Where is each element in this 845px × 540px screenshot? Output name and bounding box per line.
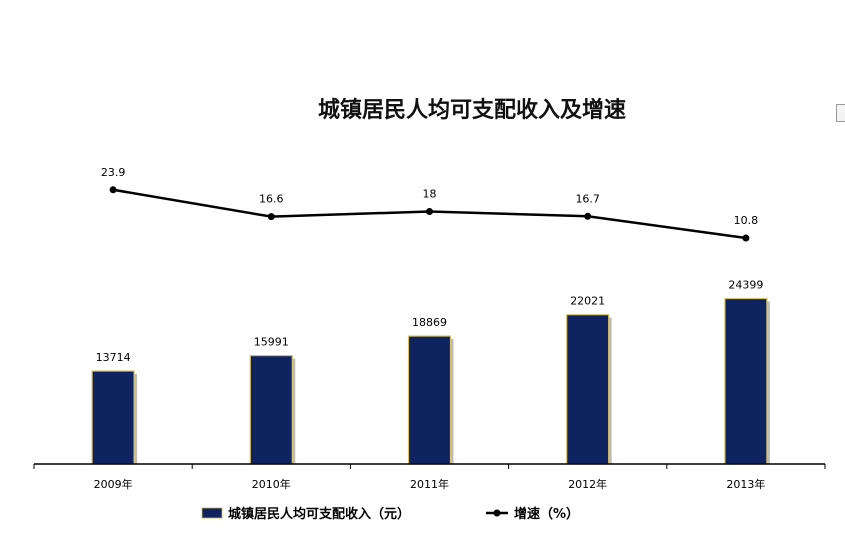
line-value-labels: 23.9 16.6 18 16.7 10.8 — [101, 166, 758, 227]
line-point — [584, 212, 592, 220]
bar-value-label: 18869 — [412, 316, 447, 329]
line-point — [426, 208, 433, 216]
legend: 城镇居民人均可支配收入（元） 增速（%） — [201, 506, 579, 522]
bar-value-labels: 13714 15991 18869 22021 24399 — [96, 279, 764, 364]
x-tick-label: 2012年 — [568, 477, 607, 491]
line-value-label: 10.8 — [734, 214, 759, 227]
legend-bar-label: 城镇居民人均可支配收入（元） — [228, 506, 410, 522]
legend-line-label: 增速（%） — [514, 506, 579, 522]
bar-series — [91, 297, 770, 465]
legend-line-marker — [493, 509, 501, 517]
bar-value-label: 22021 — [570, 295, 605, 308]
bar-value-label: 24399 — [728, 279, 763, 292]
line-value-label: 18 — [423, 188, 437, 201]
x-axis-ticks — [33, 464, 826, 469]
line-point — [742, 234, 750, 242]
x-tick-label: 2013年 — [726, 477, 765, 491]
x-tick-label: 2011年 — [410, 477, 449, 491]
bar-2009年 — [91, 370, 135, 465]
scroll-handle[interactable] — [836, 104, 845, 122]
x-tick-label: 2009年 — [94, 477, 133, 491]
line-point — [267, 213, 275, 221]
line-point — [109, 186, 117, 194]
x-tick-label: 2010年 — [252, 477, 291, 491]
bar-2011年 — [407, 335, 452, 465]
bar-2013年 — [724, 297, 768, 465]
bar-2012年 — [566, 314, 610, 465]
chart-title: 城镇居民人均可支配收入及增速 — [318, 97, 626, 123]
line-series — [109, 186, 750, 242]
line-value-label: 16.7 — [575, 192, 600, 205]
bar-value-label: 15991 — [254, 336, 289, 349]
legend-bar-swatch — [201, 507, 223, 519]
line-value-label: 23.9 — [101, 166, 126, 179]
line-value-label: 16.6 — [259, 193, 284, 206]
bar-value-label: 13714 — [96, 351, 131, 364]
bar-2010年 — [249, 354, 293, 465]
x-axis-tick-labels: 2009年 2010年 2011年 2012年 2013年 — [94, 477, 766, 491]
